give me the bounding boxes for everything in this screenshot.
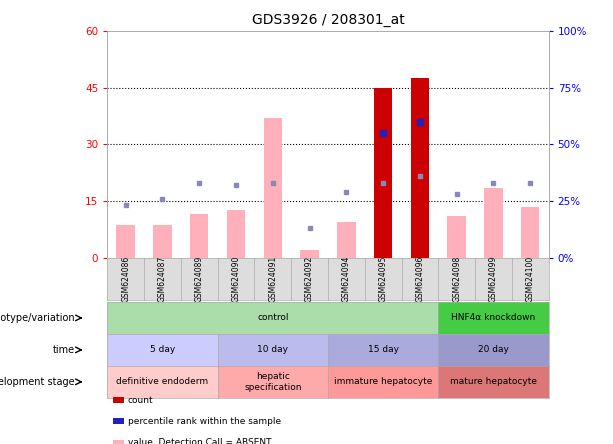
Bar xyxy=(227,210,245,258)
Text: immature hepatocyte: immature hepatocyte xyxy=(334,377,432,386)
Text: control: control xyxy=(257,313,289,322)
Bar xyxy=(521,206,539,258)
Text: GSM624099: GSM624099 xyxy=(489,255,498,302)
Text: 15 day: 15 day xyxy=(368,345,398,354)
Text: 10 day: 10 day xyxy=(257,345,288,354)
Bar xyxy=(411,116,429,258)
Text: GSM624089: GSM624089 xyxy=(195,255,204,302)
Bar xyxy=(411,78,429,258)
Text: mature hepatocyte: mature hepatocyte xyxy=(450,377,537,386)
Bar xyxy=(264,118,282,258)
Text: GSM624091: GSM624091 xyxy=(268,255,277,302)
Bar xyxy=(374,88,392,258)
Bar xyxy=(374,88,392,258)
Bar xyxy=(337,222,356,258)
Text: 5 day: 5 day xyxy=(150,345,175,354)
Text: GSM624098: GSM624098 xyxy=(452,255,461,302)
Text: percentile rank within the sample: percentile rank within the sample xyxy=(128,417,281,426)
Bar xyxy=(300,250,319,258)
Text: HNF4α knockdown: HNF4α knockdown xyxy=(451,313,536,322)
Text: genotype/variation: genotype/variation xyxy=(0,313,75,323)
Text: definitive endoderm: definitive endoderm xyxy=(116,377,208,386)
Text: hepatic
specification: hepatic specification xyxy=(244,372,302,392)
Text: GSM624100: GSM624100 xyxy=(526,255,535,302)
Text: 20 day: 20 day xyxy=(478,345,509,354)
Bar xyxy=(484,188,503,258)
Bar xyxy=(153,226,172,258)
Text: GSM624092: GSM624092 xyxy=(305,255,314,302)
Text: GSM624096: GSM624096 xyxy=(416,255,424,302)
Text: GSM624094: GSM624094 xyxy=(342,255,351,302)
Text: value, Detection Call = ABSENT: value, Detection Call = ABSENT xyxy=(128,438,271,444)
Text: GSM624095: GSM624095 xyxy=(379,255,387,302)
Text: count: count xyxy=(128,396,153,404)
Title: GDS3926 / 208301_at: GDS3926 / 208301_at xyxy=(251,13,405,27)
Bar xyxy=(116,226,135,258)
Text: GSM624090: GSM624090 xyxy=(232,255,240,302)
Bar xyxy=(190,214,208,258)
Text: GSM624086: GSM624086 xyxy=(121,255,130,302)
Text: time: time xyxy=(53,345,75,355)
Text: GSM624087: GSM624087 xyxy=(158,255,167,302)
Bar xyxy=(447,216,466,258)
Text: development stage: development stage xyxy=(0,377,75,387)
